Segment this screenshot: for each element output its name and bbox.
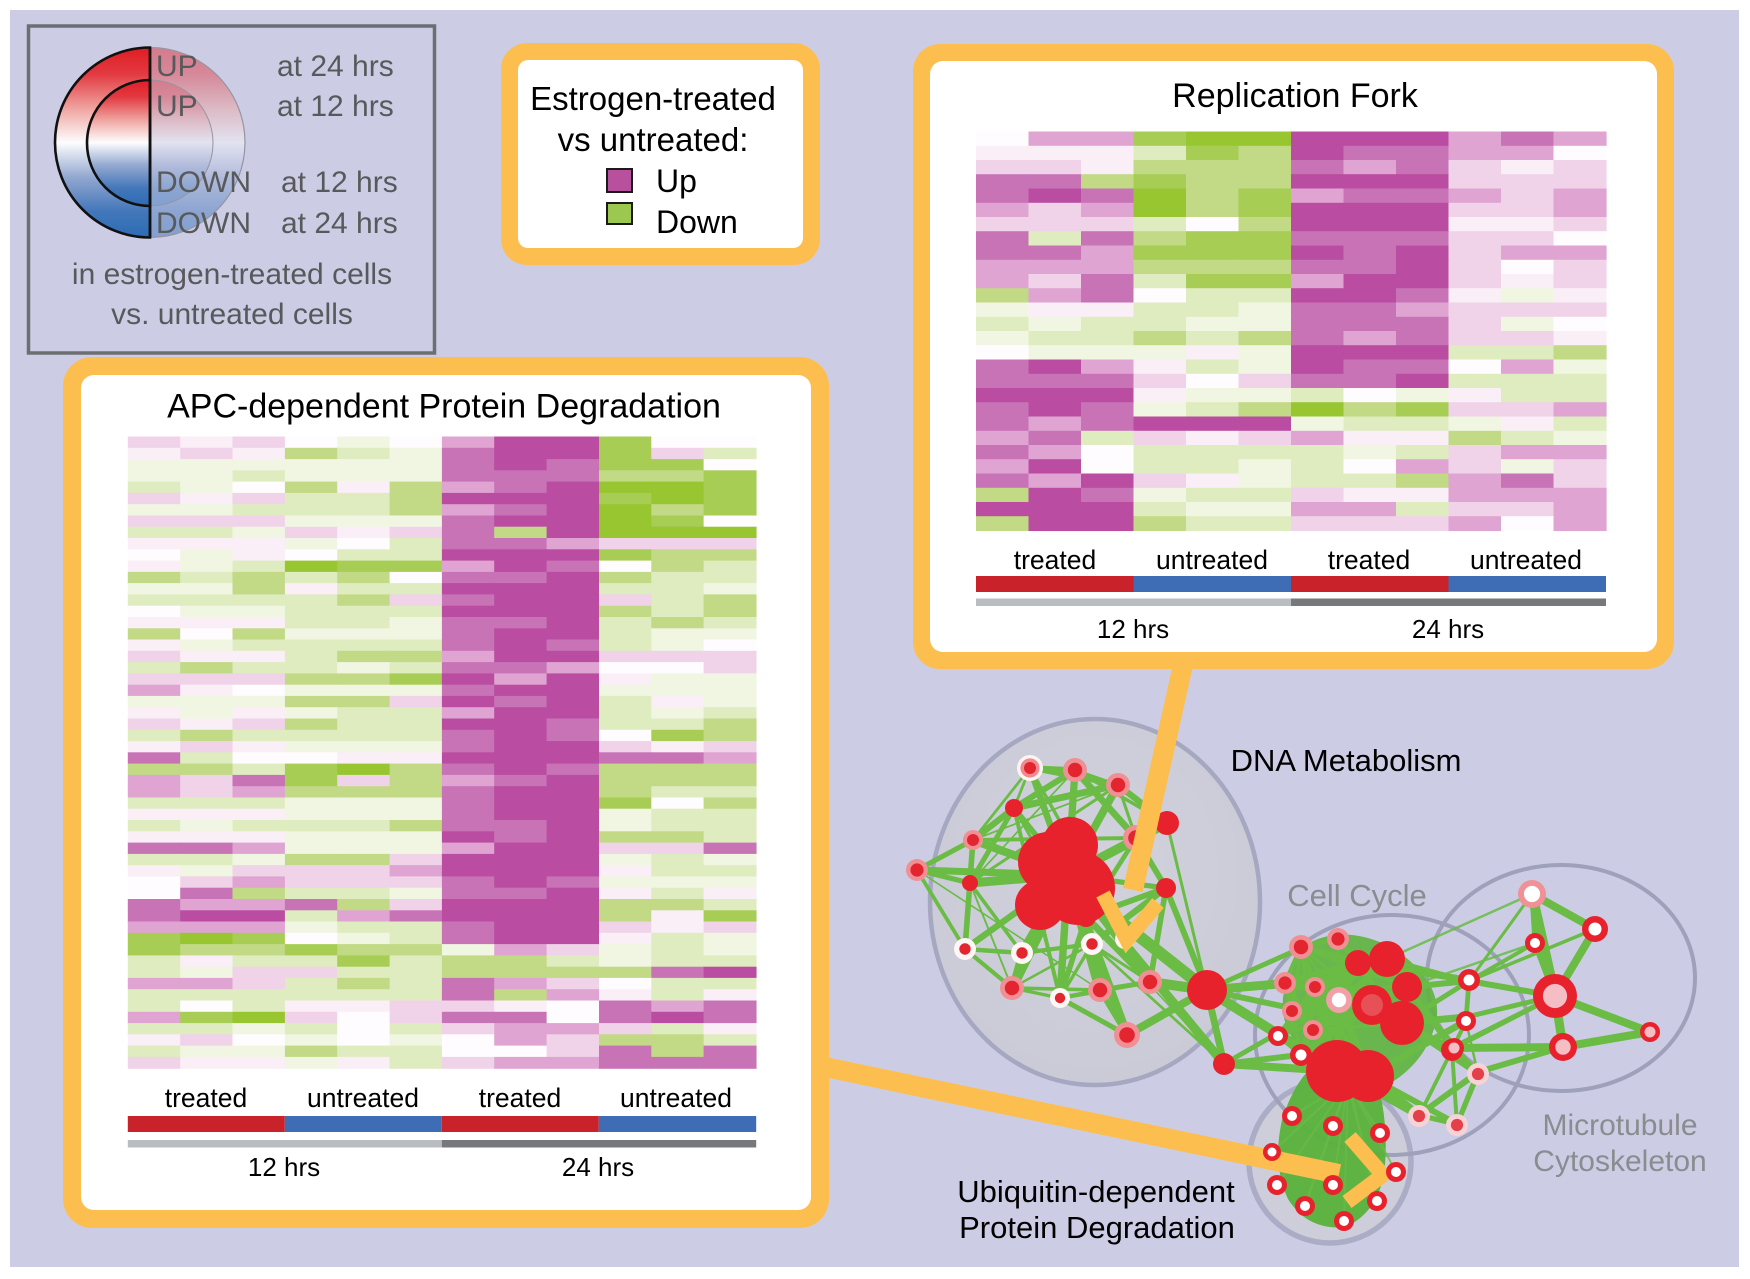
svg-text:Up: Up [656,163,697,199]
svg-text:24 hrs: 24 hrs [1412,614,1484,644]
svg-text:12 hrs: 12 hrs [1097,614,1169,644]
svg-text:24 hrs: 24 hrs [562,1152,634,1182]
svg-text:untreated: untreated [1156,545,1268,575]
svg-text:APC-dependent Protein Degradat: APC-dependent Protein Degradation [167,388,721,426]
svg-text:untreated: untreated [1470,545,1582,575]
svg-text:Microtubule: Microtubule [1542,1109,1697,1142]
svg-text:treated: treated [1328,545,1411,575]
svg-text:Down: Down [656,204,738,240]
svg-text:at 24 hrs: at 24 hrs [277,50,394,83]
svg-text:vs. untreated cells: vs. untreated cells [111,298,353,331]
svg-text:DOWN: DOWN [156,207,251,240]
svg-text:Cell Cycle: Cell Cycle [1287,878,1427,913]
svg-text:Ubiquitin-dependent: Ubiquitin-dependent [957,1174,1235,1209]
svg-text:untreated: untreated [307,1083,419,1113]
svg-text:DOWN: DOWN [156,166,251,199]
svg-text:UP: UP [156,90,198,123]
svg-text:UP: UP [156,50,198,83]
svg-text:treated: treated [1014,545,1097,575]
svg-text:Estrogen-treated: Estrogen-treated [530,80,776,117]
svg-text:vs untreated:: vs untreated: [558,121,749,158]
svg-text:treated: treated [165,1083,248,1113]
svg-text:DNA Metabolism: DNA Metabolism [1231,743,1462,778]
svg-text:Cytoskeleton: Cytoskeleton [1533,1145,1706,1178]
svg-text:treated: treated [479,1083,562,1113]
svg-text:in estrogen-treated cells: in estrogen-treated cells [72,258,392,291]
svg-text:at 12 hrs: at 12 hrs [277,90,394,123]
svg-text:at 12 hrs: at 12 hrs [281,166,398,199]
svg-text:untreated: untreated [620,1083,732,1113]
svg-text:at 24 hrs: at 24 hrs [281,207,398,240]
svg-text:Replication Fork: Replication Fork [1172,77,1419,115]
svg-text:Protein Degradation: Protein Degradation [959,1210,1235,1245]
svg-text:12 hrs: 12 hrs [248,1152,320,1182]
